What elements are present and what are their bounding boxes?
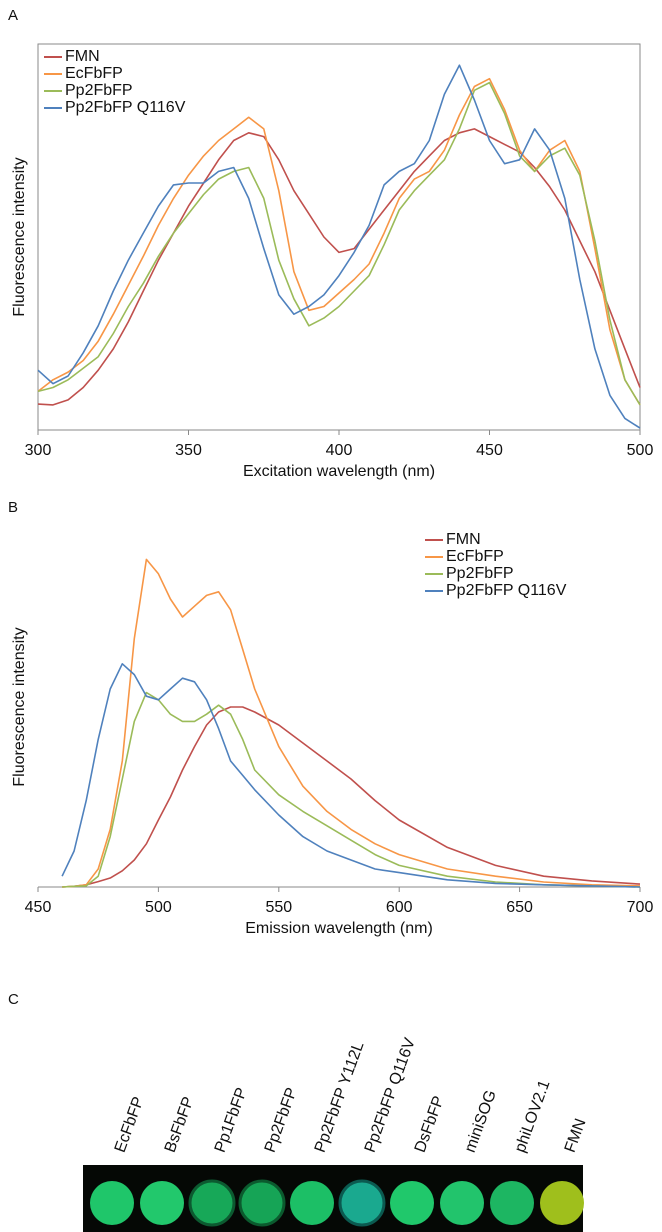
x-tick-label: 300	[25, 442, 52, 459]
well	[490, 1181, 534, 1225]
x-tick-label: 600	[386, 899, 413, 916]
x-tick-label: 450	[25, 899, 52, 916]
legend-label: EcFbFP	[65, 65, 123, 82]
well	[290, 1181, 334, 1225]
series-line	[61, 663, 641, 888]
sample-label: Pp2FbFP	[262, 1085, 301, 1154]
x-tick-label: 500	[627, 442, 654, 459]
wells	[90, 1179, 584, 1227]
well	[390, 1181, 434, 1225]
sample-label: EcFbFP	[112, 1095, 148, 1155]
series-line	[37, 77, 641, 406]
well	[540, 1181, 584, 1225]
y-axis-title: Fluorescence intensity	[11, 157, 28, 316]
x-tick-label: 700	[627, 899, 654, 916]
series-line	[62, 558, 641, 888]
x-tick-label: 350	[175, 442, 202, 459]
series-line	[37, 128, 641, 406]
panel-label: B	[8, 499, 18, 516]
sample-label: Pp2FbFP Y112L	[312, 1039, 368, 1154]
legend-label: Pp2FbFP	[65, 82, 133, 99]
legend-label: FMN	[65, 48, 100, 65]
series-line	[37, 81, 641, 406]
x-tick-label: 550	[265, 899, 292, 916]
x-tick-label: 500	[145, 899, 172, 916]
y-axis-title: Fluorescence intensity	[11, 627, 28, 786]
series-line	[37, 64, 641, 429]
well	[238, 1179, 286, 1227]
legend-label: Pp2FbFP	[446, 565, 514, 582]
x-tick-label: 450	[476, 442, 503, 459]
legend-label: Pp2FbFP Q116V	[65, 99, 186, 116]
well	[338, 1179, 386, 1227]
sample-label: miniSOG	[462, 1088, 500, 1155]
x-axis-title: Emission wavelength (nm)	[245, 920, 433, 937]
well	[90, 1181, 134, 1225]
well	[188, 1179, 236, 1227]
sample-label: BsFbFP	[162, 1095, 198, 1155]
legend-label: EcFbFP	[446, 548, 504, 565]
panel-label: A	[8, 7, 18, 24]
sample-label: Pp1FbFP	[212, 1085, 251, 1154]
panel-label: C	[8, 991, 19, 1008]
series-line	[62, 691, 641, 888]
sample-label: DsFbFP	[412, 1094, 448, 1155]
sample-label: phiLOV2.1	[512, 1078, 554, 1155]
well	[440, 1181, 484, 1225]
x-axis-title: Excitation wavelength (nm)	[243, 463, 435, 480]
sample-label: FMN	[562, 1116, 590, 1154]
legend-label: FMN	[446, 531, 481, 548]
well	[140, 1181, 184, 1225]
legend-label: Pp2FbFP Q116V	[446, 582, 567, 599]
sample-label: Pp2FbFP Q116V	[362, 1036, 419, 1155]
x-tick-label: 650	[506, 899, 533, 916]
x-tick-label: 400	[326, 442, 353, 459]
